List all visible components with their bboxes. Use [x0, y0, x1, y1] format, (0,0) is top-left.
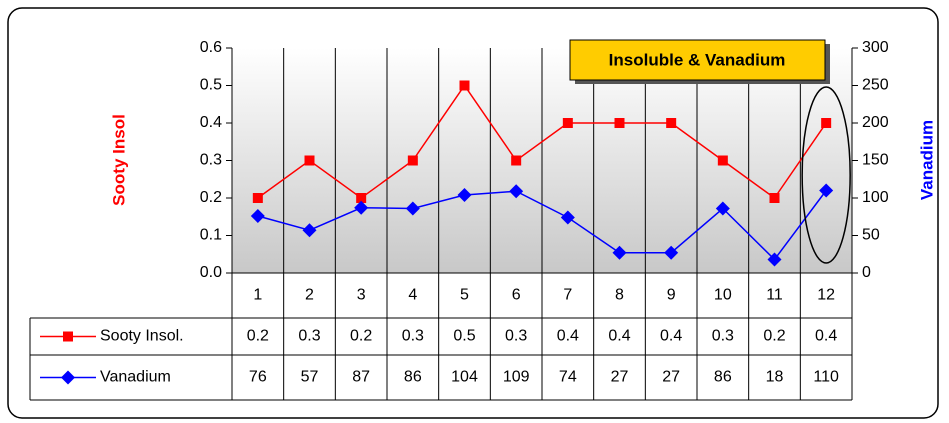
table-value: 76 — [249, 369, 267, 386]
y-tick-label: 0.5 — [200, 77, 222, 94]
legend-label: Vanadium — [100, 369, 171, 386]
y-tick-label: 0.4 — [200, 114, 222, 131]
chart-title: Insoluble & Vanadium — [609, 50, 786, 69]
x-tick-label: 1 — [253, 287, 262, 304]
annotation-ellipse — [801, 86, 851, 264]
marker — [356, 193, 367, 203]
table-value: 0.2 — [350, 328, 372, 345]
legend-marker — [63, 331, 73, 342]
table-value: 0.3 — [402, 328, 424, 345]
y-tick-label: 0.1 — [200, 227, 222, 244]
table-value: 110 — [813, 369, 839, 386]
marker — [509, 184, 524, 199]
marker — [612, 245, 627, 260]
table-value: 0.3 — [505, 328, 527, 345]
table-value: 0.4 — [608, 328, 630, 345]
table-value: 27 — [662, 369, 680, 386]
y-axis-label: Sooty Insol — [109, 114, 128, 206]
x-tick-label: 4 — [408, 287, 417, 304]
x-tick-label: 11 — [766, 287, 783, 304]
y2-tick-label: 150 — [862, 152, 889, 169]
table-value: 0.2 — [763, 328, 785, 345]
marker — [511, 155, 522, 166]
table-value: 74 — [559, 369, 577, 386]
y-tick-label: 0.3 — [200, 152, 222, 169]
x-tick-label: 12 — [817, 287, 835, 304]
marker — [562, 118, 573, 128]
x-tick-label: 9 — [667, 287, 676, 304]
table-value: 27 — [611, 369, 629, 386]
title-box — [569, 39, 826, 81]
y2-axis-label: Vanadium — [917, 120, 936, 200]
table-value: 0.4 — [660, 328, 682, 345]
table-value: 18 — [766, 369, 784, 386]
table-value: 0.2 — [247, 328, 269, 345]
marker — [664, 245, 679, 260]
marker — [717, 155, 728, 166]
y2-tick-label: 200 — [862, 114, 889, 131]
x-tick-label: 2 — [305, 287, 314, 304]
x-tick-label: 5 — [460, 287, 469, 304]
y-tick-label: 0.6 — [200, 39, 222, 56]
table-value: 86 — [404, 369, 422, 386]
marker — [302, 223, 317, 238]
marker — [250, 209, 265, 223]
table-value: 87 — [352, 369, 370, 386]
marker — [715, 201, 730, 216]
marker — [819, 183, 834, 198]
marker — [304, 155, 315, 166]
marker — [769, 193, 780, 203]
table-value: 0.4 — [557, 328, 579, 345]
table-value: 0.5 — [453, 328, 475, 345]
y-tick-label: 0.0 — [200, 264, 222, 281]
table-value: 109 — [503, 369, 530, 386]
marker — [614, 118, 625, 128]
marker — [767, 252, 782, 267]
marker — [405, 201, 420, 216]
x-tick-label: 7 — [563, 287, 572, 304]
table-value: 57 — [301, 369, 319, 386]
table-value: 104 — [451, 369, 478, 386]
table-value: 0.3 — [298, 328, 320, 345]
x-tick-label: 6 — [512, 287, 521, 304]
y2-tick-label: 250 — [862, 77, 889, 94]
y-tick-label: 0.2 — [200, 189, 222, 206]
marker — [821, 118, 832, 128]
x-tick-label: 3 — [357, 287, 366, 304]
marker — [354, 200, 369, 215]
x-tick-label: 8 — [615, 287, 624, 304]
marker — [666, 118, 677, 128]
y2-tick-label: 100 — [862, 189, 889, 206]
series-line — [257, 190, 827, 261]
table-value: 0.3 — [712, 328, 734, 345]
marker — [252, 193, 263, 203]
y2-tick-label: 50 — [862, 227, 880, 244]
y2-tick-label: 0 — [862, 264, 871, 281]
x-tick-label: 10 — [714, 287, 732, 304]
table-value: 0.4 — [815, 328, 837, 345]
legend-label: Sooty Insol. — [100, 328, 184, 345]
y2-tick-label: 300 — [862, 39, 889, 56]
marker — [459, 80, 470, 91]
series-line — [257, 84, 827, 200]
marker — [457, 188, 472, 202]
marker — [560, 210, 575, 225]
table-value: 86 — [714, 369, 732, 386]
legend-marker — [61, 370, 75, 385]
marker — [407, 155, 418, 166]
